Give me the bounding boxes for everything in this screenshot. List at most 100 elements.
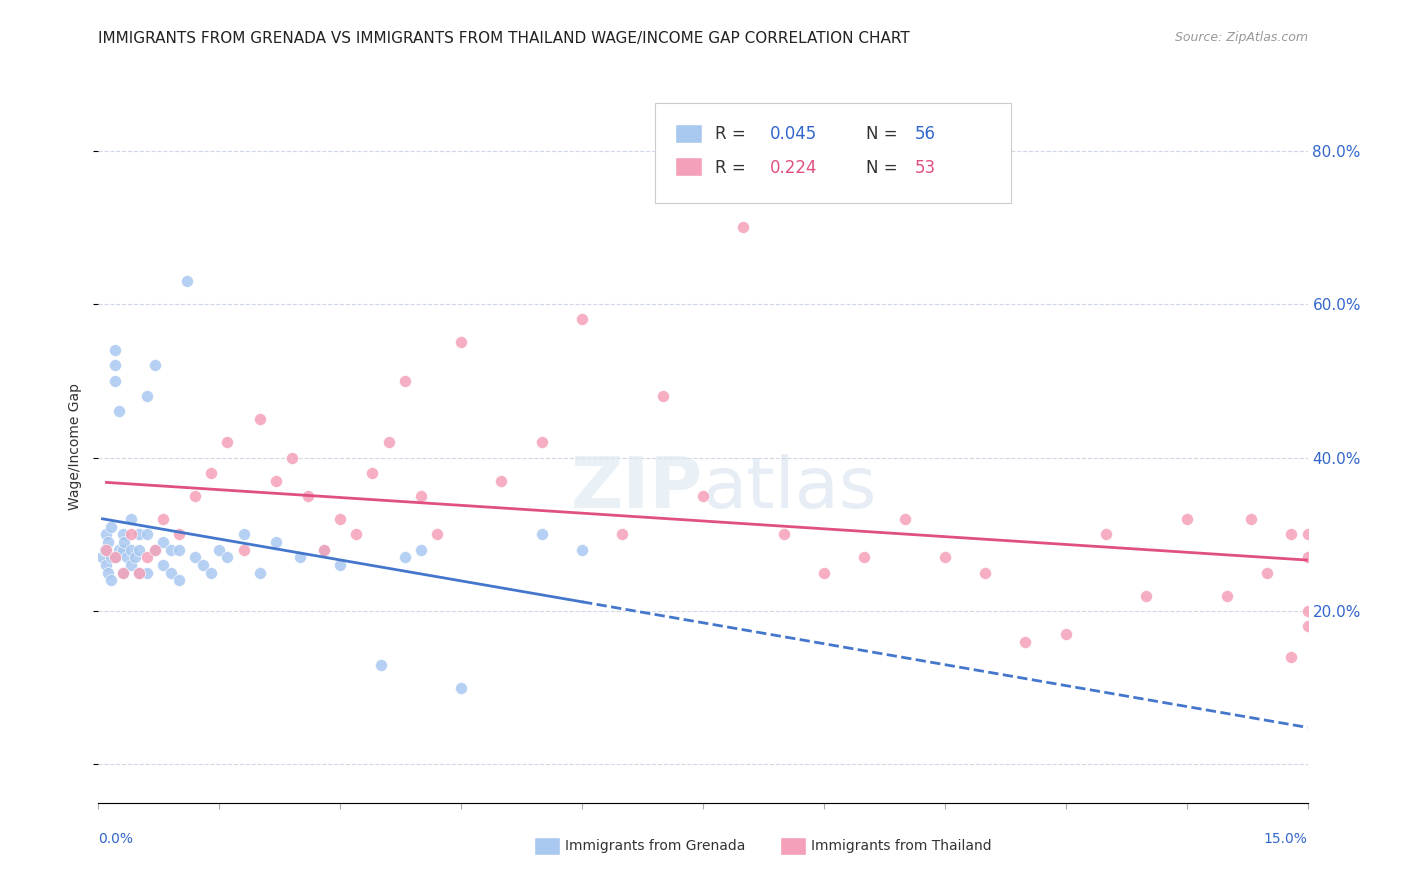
Point — [394, 550, 416, 565]
Point — [128, 566, 150, 580]
Point — [314, 542, 336, 557]
Point — [264, 535, 287, 549]
Point — [612, 527, 634, 541]
Point — [450, 681, 472, 695]
Point — [103, 343, 125, 357]
Point — [96, 558, 118, 572]
Point — [160, 542, 183, 557]
Text: 56: 56 — [915, 125, 935, 143]
Point — [1135, 589, 1157, 603]
FancyBboxPatch shape — [655, 103, 1011, 203]
Point — [143, 542, 166, 557]
Point — [450, 335, 472, 350]
Point — [96, 542, 118, 557]
Point — [249, 566, 271, 580]
Point — [1296, 619, 1319, 633]
Text: R =: R = — [716, 125, 751, 143]
Point — [120, 558, 142, 572]
Point — [143, 359, 166, 373]
Point — [152, 512, 174, 526]
Point — [1281, 527, 1303, 541]
Point — [94, 542, 117, 557]
Point — [97, 535, 120, 549]
Point — [167, 574, 190, 588]
Point — [344, 527, 367, 541]
Text: IMMIGRANTS FROM GRENADA VS IMMIGRANTS FROM THAILAND WAGE/INCOME GAP CORRELATION : IMMIGRANTS FROM GRENADA VS IMMIGRANTS FR… — [98, 31, 910, 46]
Point — [974, 566, 997, 580]
Point — [200, 466, 222, 480]
Point — [135, 566, 157, 580]
Point — [120, 512, 142, 526]
Point — [1256, 566, 1278, 580]
Point — [530, 527, 553, 541]
Point — [111, 527, 134, 541]
Point — [377, 435, 399, 450]
Point — [160, 566, 183, 580]
Text: R =: R = — [716, 159, 751, 177]
Point — [105, 550, 128, 565]
Point — [111, 542, 134, 557]
Point — [128, 566, 150, 580]
Text: Source: ZipAtlas.com: Source: ZipAtlas.com — [1174, 31, 1308, 45]
Point — [107, 404, 129, 418]
Point — [571, 542, 593, 557]
Point — [232, 527, 254, 541]
Point — [217, 550, 239, 565]
Point — [1175, 512, 1198, 526]
Point — [772, 527, 794, 541]
Point — [208, 542, 231, 557]
Point — [329, 558, 352, 572]
Point — [571, 312, 593, 326]
Point — [184, 489, 207, 503]
Text: 0.045: 0.045 — [769, 125, 817, 143]
Point — [1054, 627, 1077, 641]
Text: 53: 53 — [915, 159, 936, 177]
Point — [361, 466, 384, 480]
Text: atlas: atlas — [703, 454, 877, 524]
Text: 0.0%: 0.0% — [98, 832, 134, 846]
Point — [733, 220, 755, 235]
Point — [200, 566, 222, 580]
Point — [107, 542, 129, 557]
Point — [853, 550, 876, 565]
Point — [100, 574, 122, 588]
Point — [491, 474, 513, 488]
Point — [1296, 604, 1319, 618]
Point — [893, 512, 915, 526]
Point — [297, 489, 319, 503]
Point — [128, 542, 150, 557]
Point — [370, 657, 392, 672]
Point — [111, 566, 134, 580]
Point — [115, 550, 138, 565]
Point — [176, 274, 198, 288]
Point — [1296, 527, 1319, 541]
Text: Immigrants from Thailand: Immigrants from Thailand — [811, 838, 991, 853]
Point — [103, 550, 125, 565]
Point — [530, 435, 553, 450]
Point — [100, 519, 122, 533]
FancyBboxPatch shape — [675, 124, 702, 143]
Point — [124, 550, 146, 565]
Point — [135, 389, 157, 403]
Point — [135, 527, 157, 541]
Point — [128, 527, 150, 541]
Point — [1296, 550, 1319, 565]
Point — [184, 550, 207, 565]
Point — [1281, 650, 1303, 665]
Point — [152, 535, 174, 549]
Point — [193, 558, 215, 572]
Point — [1216, 589, 1239, 603]
Text: Immigrants from Grenada: Immigrants from Grenada — [565, 838, 745, 853]
Point — [692, 489, 714, 503]
Text: ZIP: ZIP — [571, 454, 703, 524]
Point — [281, 450, 304, 465]
Y-axis label: Wage/Income Gap: Wage/Income Gap — [67, 383, 82, 509]
Point — [426, 527, 449, 541]
Point — [167, 542, 190, 557]
Point — [97, 566, 120, 580]
Point — [96, 527, 118, 541]
Point — [232, 542, 254, 557]
FancyBboxPatch shape — [675, 157, 702, 177]
Point — [167, 527, 190, 541]
Point — [329, 512, 352, 526]
